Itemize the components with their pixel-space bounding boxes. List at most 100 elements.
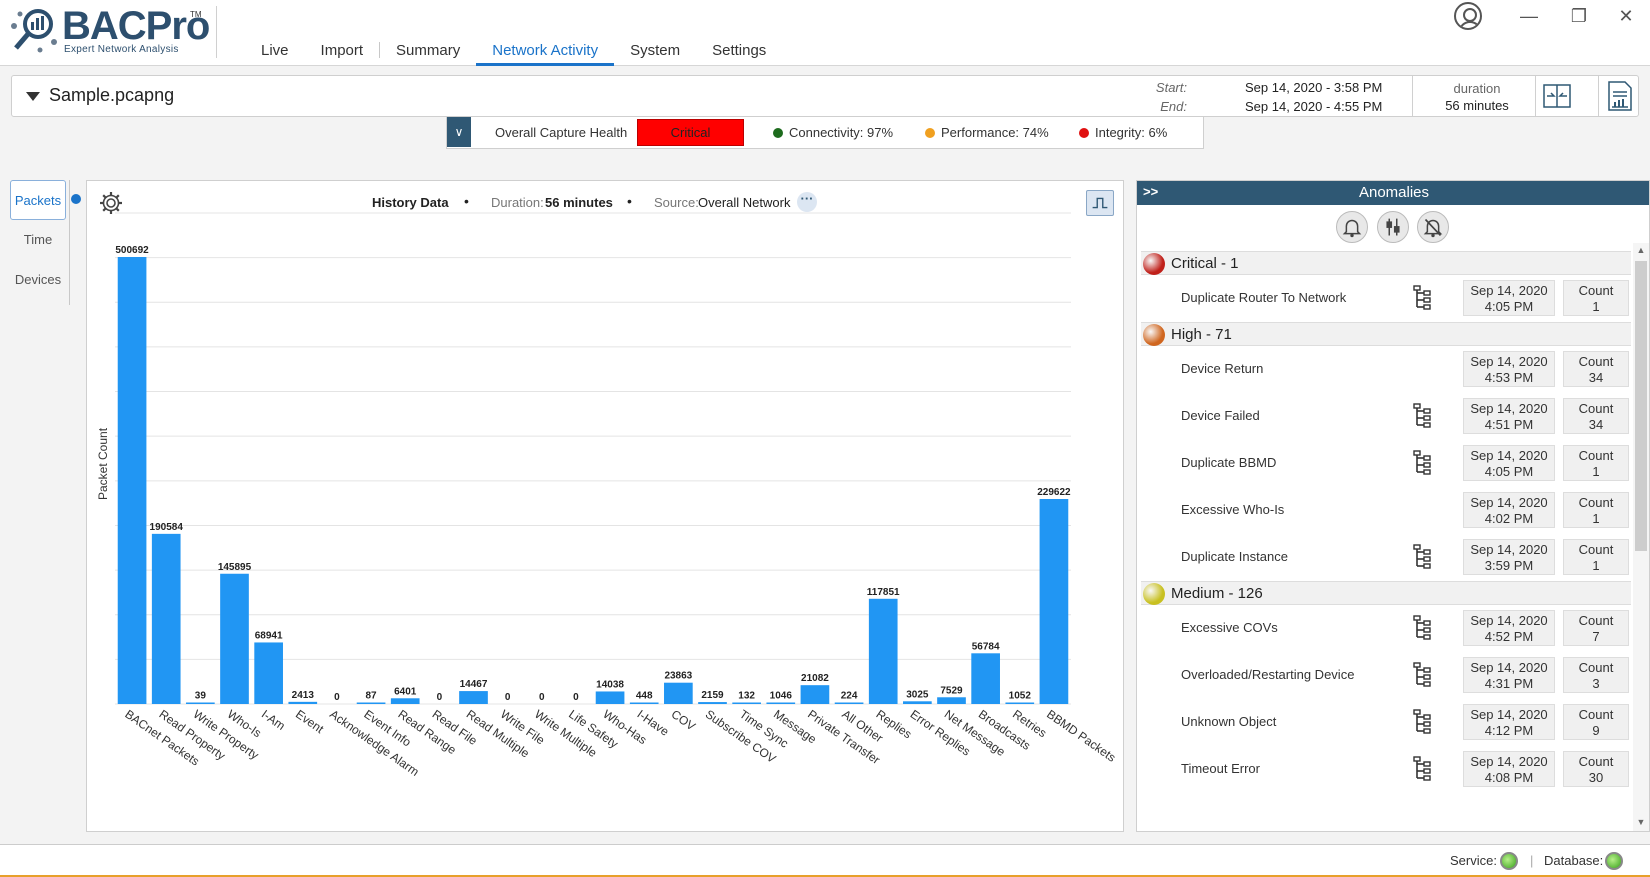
severity-group-title: Critical - 1 — [1171, 255, 1239, 272]
filter-sliders-icon[interactable] — [1377, 211, 1409, 243]
severity-group-header[interactable]: Medium - 126 — [1141, 581, 1631, 605]
start-label: Start: — [1155, 80, 1187, 95]
anomaly-time: Sep 14, 2020 4:31 PM — [1463, 657, 1555, 693]
device-tree-icon[interactable] — [1413, 285, 1431, 311]
file-dropdown-icon[interactable] — [26, 92, 40, 101]
bar-value-label: 448 — [636, 691, 653, 702]
bar[interactable] — [356, 702, 386, 705]
count-value: 1 — [1592, 299, 1600, 314]
compare-captures-button[interactable] — [1542, 81, 1572, 111]
bar-value-label: 117851 — [867, 587, 900, 598]
anomaly-scrollbar[interactable]: ▲ ▼ — [1633, 243, 1649, 831]
user-account-icon[interactable] — [1454, 2, 1482, 30]
bar[interactable] — [390, 698, 420, 704]
bar[interactable] — [664, 682, 693, 704]
anomaly-row[interactable]: Duplicate BBMD Sep 14, 2020 4:05 PM Count 1 — [1141, 440, 1631, 487]
restore-icon[interactable]: ❐ — [1570, 6, 1588, 26]
device-tree-icon[interactable] — [1413, 544, 1431, 570]
nav-tab-system[interactable]: System — [630, 42, 681, 59]
anomaly-row[interactable]: Duplicate Router To Network Sep 14, 2020… — [1141, 275, 1631, 322]
device-tree-icon[interactable] — [1413, 709, 1431, 735]
anomaly-row[interactable]: Timeout Error Sep 14, 2020 4:08 PM Count 30 — [1141, 746, 1631, 793]
tab-devices[interactable]: Devices — [14, 272, 62, 287]
scroll-down-icon[interactable]: ▼ — [1636, 817, 1646, 827]
source-options-button[interactable]: ··· — [797, 192, 817, 212]
count-label: Count — [1578, 754, 1614, 769]
anomaly-row[interactable]: Excessive Who-Is Sep 14, 2020 4:02 PM Count… — [1141, 487, 1631, 534]
collapse-health-button[interactable]: ∨ — [447, 117, 471, 147]
bar-value-label: 132 — [738, 691, 755, 702]
bar[interactable] — [595, 691, 625, 704]
anomaly-count: Count 1 — [1563, 539, 1629, 575]
count-label: Count — [1578, 401, 1614, 416]
bar[interactable] — [971, 653, 1000, 704]
anomaly-row[interactable]: Device Return Sep 14, 2020 4:53 PM Count 34 — [1141, 346, 1631, 393]
severity-group-header[interactable]: Critical - 1 — [1141, 251, 1631, 275]
severity-indicator-icon — [1143, 253, 1165, 275]
close-icon[interactable]: ✕ — [1618, 6, 1634, 26]
bar[interactable] — [629, 702, 659, 705]
severity-group-header[interactable]: High - 71 — [1141, 322, 1631, 346]
expand-panel-button[interactable]: >> — [1143, 184, 1159, 199]
tab-packets[interactable]: Packets — [10, 180, 66, 220]
anomaly-clock: 4:12 PM — [1484, 723, 1534, 738]
device-tree-icon[interactable] — [1413, 450, 1431, 476]
nav-tab-import[interactable]: Import — [320, 42, 364, 59]
bar[interactable] — [766, 702, 796, 705]
nav-tab-network-activity[interactable]: Network Activity — [476, 38, 615, 66]
nav-tab-summary[interactable]: Summary — [396, 42, 461, 59]
bar[interactable] — [459, 691, 488, 704]
bar[interactable] — [117, 257, 147, 704]
bell-icon[interactable] — [1336, 211, 1368, 243]
chart-mode-toggle[interactable] — [1086, 190, 1114, 216]
bar[interactable] — [151, 533, 181, 704]
anomaly-row[interactable]: Overloaded/Restarting Device Sep 14, 202… — [1141, 652, 1631, 699]
count-label: Count — [1578, 448, 1614, 463]
device-tree-icon[interactable] — [1413, 403, 1431, 429]
gear-icon[interactable] — [99, 191, 123, 215]
anomaly-row[interactable]: Device Failed Sep 14, 2020 4:51 PM Count 34 — [1141, 393, 1631, 440]
performance-dot — [925, 128, 935, 138]
bar[interactable] — [800, 685, 830, 704]
bar[interactable] — [186, 702, 215, 705]
bar-value-label: 500692 — [115, 245, 149, 256]
bar[interactable] — [698, 702, 727, 704]
severity-indicator-icon — [1143, 583, 1165, 605]
bar[interactable] — [868, 598, 898, 704]
scrollbar-thumb[interactable] — [1635, 261, 1647, 551]
bar-value-label: 87 — [366, 691, 378, 702]
bar[interactable] — [732, 702, 761, 705]
divider — [1412, 76, 1413, 116]
anomaly-row[interactable]: Excessive COVs Sep 14, 2020 4:52 PM Count 7 — [1141, 605, 1631, 652]
capture-file-name[interactable]: Sample.pcapng — [49, 85, 175, 105]
bar-value-label: 2413 — [292, 690, 315, 701]
bar[interactable] — [1039, 499, 1069, 704]
count-value: 1 — [1592, 558, 1600, 573]
report-icon[interactable] — [1606, 80, 1634, 112]
anomaly-row[interactable]: Duplicate Instance Sep 14, 2020 3:59 PM Co… — [1141, 534, 1631, 581]
tab-time[interactable]: Time — [23, 232, 53, 247]
anomalies-header: Anomalies >> — [1137, 181, 1649, 205]
bar-value-label: 23863 — [664, 671, 692, 682]
bar[interactable] — [1005, 702, 1035, 705]
nav-tab-live[interactable]: Live — [261, 42, 289, 59]
bar[interactable] — [288, 701, 318, 704]
anomaly-date: Sep 14, 2020 — [1470, 660, 1548, 675]
bar[interactable] — [834, 702, 864, 705]
device-tree-icon[interactable] — [1413, 662, 1431, 688]
nav-tab-settings[interactable]: Settings — [712, 42, 767, 59]
logo-subtitle: Expert Network Analysis — [64, 44, 179, 55]
anomaly-date: Sep 14, 2020 — [1470, 448, 1548, 463]
bar[interactable] — [903, 701, 932, 704]
minimize-icon[interactable]: — — [1520, 6, 1538, 26]
performance-metric: Performance: 74% — [925, 125, 1049, 140]
bar[interactable] — [220, 573, 249, 704]
bar[interactable] — [254, 642, 283, 704]
device-tree-icon[interactable] — [1413, 756, 1431, 782]
mute-alerts-icon[interactable] — [1417, 211, 1449, 243]
bar[interactable] — [937, 697, 966, 704]
scroll-up-icon[interactable]: ▲ — [1636, 245, 1646, 255]
device-tree-icon[interactable] — [1413, 615, 1431, 641]
anomaly-row[interactable]: Unknown Object Sep 14, 2020 4:12 PM Count 9 — [1141, 699, 1631, 746]
